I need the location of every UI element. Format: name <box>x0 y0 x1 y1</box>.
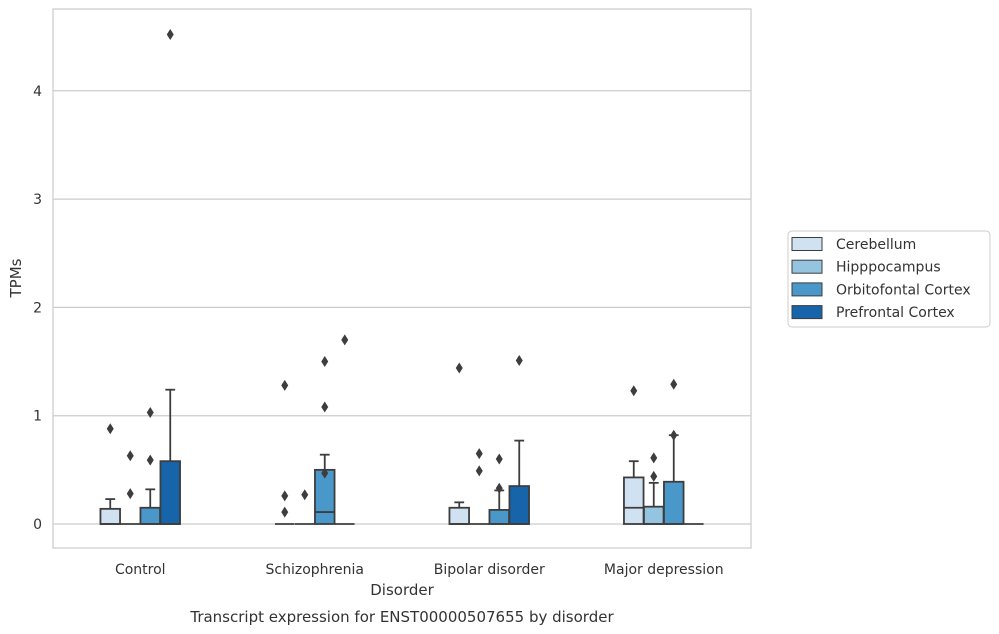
outlier-point <box>281 379 289 391</box>
outlier-point <box>650 452 658 464</box>
outlier-point <box>495 453 503 465</box>
legend-item: Hipppocampus <box>791 259 941 276</box>
legend-label: Hipppocampus <box>836 260 941 276</box>
box-prefrontal-cortex <box>159 28 181 525</box>
outlier-point <box>301 489 309 501</box>
box-hipppocampus <box>120 450 141 525</box>
legend-item: Orbitofontal Cortex <box>791 282 971 298</box>
box-orbitofontal-cortex <box>663 378 685 525</box>
outlier-point <box>321 356 329 368</box>
box-body <box>139 506 161 525</box>
box-orbitofontal-cortex <box>314 356 336 525</box>
box-cerebellum <box>274 379 295 525</box>
outlier-point <box>146 454 154 466</box>
box-orbitofontal-cortex <box>139 406 161 525</box>
box-cerebellum <box>99 423 121 525</box>
y-tick-label: 0 <box>33 517 42 533</box>
box-hipppocampus <box>643 452 665 525</box>
box-hipppocampus <box>294 489 315 525</box>
x-tick-label: Bipolar disorder <box>434 562 545 578</box>
outlier-point <box>281 506 289 518</box>
x-tick-label: Major depression <box>604 562 724 578</box>
box-body <box>488 509 510 525</box>
box-body <box>508 485 530 525</box>
x-tick-label: Schizophrenia <box>266 562 364 578</box>
y-tick-label: 2 <box>33 300 42 316</box>
box-cerebellum <box>623 385 645 525</box>
y-tick-label: 1 <box>33 409 42 425</box>
outlier-point <box>455 362 463 374</box>
box-body <box>623 476 645 525</box>
y-tick-label: 4 <box>33 84 42 100</box>
outlier-point <box>281 490 289 502</box>
outlier-point <box>146 406 154 418</box>
x-tick-labels: Control Schizophrenia Bipolar disorder Majo… <box>115 562 724 578</box>
legend-label: Prefrontal Cortex <box>836 305 955 321</box>
outlier-point <box>650 470 658 482</box>
box-cerebellum <box>448 362 470 525</box>
outlier-point <box>495 482 503 494</box>
legend-swatch <box>791 259 823 274</box>
box-prefrontal-cortex <box>334 334 355 525</box>
box-body <box>159 460 181 525</box>
outlier-point <box>321 401 329 413</box>
outlier-point <box>126 488 134 500</box>
outlier-point <box>475 465 483 477</box>
x-tick-label: Control <box>115 562 166 578</box>
outlier-point <box>475 448 483 460</box>
y-tick-label: 3 <box>33 192 42 208</box>
outlier-point <box>166 28 174 40</box>
outlier-point <box>515 354 523 366</box>
plot-frame <box>52 8 752 549</box>
y-axis-title: TPMs <box>7 258 25 298</box>
y-tick-labels: 0 1 2 3 4 <box>33 84 42 533</box>
x-axis-title: Disorder <box>370 581 434 599</box>
outlier-point <box>126 450 134 462</box>
legend-frame <box>787 230 991 328</box>
legend: Cerebellum Hipppocampus Orbitofontal Corte… <box>787 230 991 328</box>
legend-item: Prefrontal Cortex <box>791 305 955 321</box>
outlier-point <box>670 429 678 441</box>
box-hipppocampus <box>469 448 490 525</box>
box-body <box>448 506 470 525</box>
legend-item: Cerebellum <box>791 237 916 253</box>
legend-swatch <box>791 282 823 297</box>
outlier-point <box>341 334 349 346</box>
legend-label: Orbitofontal Cortex <box>836 282 971 298</box>
outlier-point <box>106 423 114 435</box>
box-body <box>663 480 685 525</box>
outlier-point <box>321 467 329 479</box>
box-plots <box>99 28 704 525</box>
legend-label: Cerebellum <box>836 237 916 253</box>
box-body <box>99 507 121 525</box>
outlier-point <box>670 378 678 390</box>
box-body <box>643 505 665 525</box>
box-prefrontal-cortex <box>508 354 530 525</box>
chart-caption: Transcript expression for ENST0000050765… <box>189 608 614 626</box>
legend-swatch <box>791 305 823 320</box>
outlier-point <box>630 385 638 397</box>
legend-swatch <box>791 237 823 251</box>
